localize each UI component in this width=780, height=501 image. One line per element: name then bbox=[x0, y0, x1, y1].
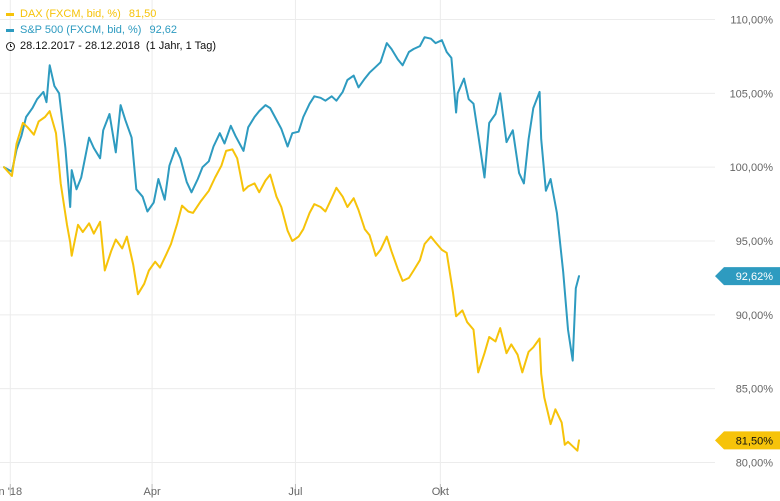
x-tick-label: Apr bbox=[144, 486, 161, 498]
date-range: 28.12.2017 - 28.12.2018 bbox=[20, 40, 140, 52]
badge-label: 81,50% bbox=[736, 435, 774, 447]
x-axis-tick-labels: n '18 Apr Jul Okt bbox=[0, 486, 449, 498]
last-value-badge-0: 92,62% bbox=[715, 267, 780, 286]
y-tick-label: 85,00% bbox=[736, 384, 774, 396]
x-tick-label: Jul bbox=[288, 486, 302, 498]
interval-label: (1 Jahr, 1 Tag) bbox=[145, 40, 217, 52]
series-lines bbox=[3, 36, 580, 452]
badge-shape bbox=[715, 267, 780, 286]
x-tick-label: n '18 bbox=[0, 486, 22, 498]
last-value-badge-1: 81,50% bbox=[715, 431, 780, 450]
dax-swatch bbox=[6, 12, 14, 16]
y-tick-label: 110,00% bbox=[730, 15, 773, 27]
series-line-1 bbox=[3, 110, 580, 452]
x-tick-label: Okt bbox=[432, 486, 449, 498]
clock-icon bbox=[6, 41, 15, 51]
legend-sp500-value: 92,62 bbox=[149, 24, 177, 36]
y-tick-label: 95,00% bbox=[736, 236, 774, 248]
legend-sp500-name: S&P 500 (FXCM, bid, %) bbox=[20, 24, 142, 36]
y-tick-label: 100,00% bbox=[730, 162, 774, 174]
legend-item-dax[interactable]: DAX (FXCM, bid, %) 81,50 bbox=[6, 6, 216, 22]
y-tick-label: 80,00% bbox=[736, 458, 774, 470]
series-line-0 bbox=[3, 36, 580, 362]
legend-dax-name: DAX (FXCM, bid, %) bbox=[20, 8, 121, 20]
last-value-badges: 92,62% 81,50% bbox=[715, 267, 780, 450]
legend-time-range[interactable]: 28.12.2017 - 28.12.2018 (1 Jahr, 1 Tag) bbox=[6, 38, 216, 54]
y-tick-label: 90,00% bbox=[736, 310, 774, 322]
legend-item-sp500[interactable]: S&P 500 (FXCM, bid, %) 92,62 bbox=[6, 22, 216, 38]
y-tick-label: 105,00% bbox=[730, 88, 774, 100]
vertical-gridlines bbox=[9, 0, 441, 496]
badge-label: 92,62% bbox=[736, 271, 774, 283]
horizontal-gridlines bbox=[0, 19, 715, 463]
badge-shape bbox=[715, 431, 780, 450]
sp500-swatch bbox=[6, 28, 14, 32]
y-axis-tick-labels: 80,00% 85,00% 90,00% 95,00% 100,00% 105,00% 11… bbox=[730, 15, 774, 470]
legend-dax-value: 81,50 bbox=[128, 8, 157, 20]
chart-legend: DAX (FXCM, bid, %) 81,50 S&P 500 (FXCM, … bbox=[6, 6, 216, 54]
